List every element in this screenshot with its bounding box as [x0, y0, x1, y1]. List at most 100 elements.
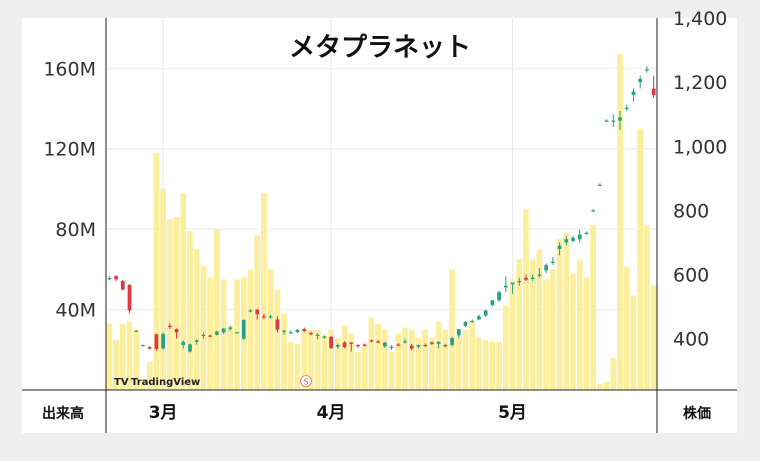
candle [645, 66, 649, 73]
volume-bar [220, 279, 227, 390]
right-tick-label: 1,200 [673, 72, 727, 94]
svg-text:S: S [303, 378, 308, 387]
candle [302, 327, 307, 333]
volume-bar [361, 345, 368, 390]
candle [598, 183, 602, 187]
candle [577, 229, 582, 243]
left-axis-label: 出来高 [42, 405, 84, 422]
candle [483, 309, 488, 317]
candle [557, 242, 562, 256]
candle [362, 343, 367, 347]
volume-bar [576, 259, 583, 390]
volume-bar [166, 219, 173, 390]
volume-bar [415, 337, 422, 390]
volume-bar [442, 329, 449, 390]
candle [584, 231, 589, 235]
volume-bar [603, 381, 610, 390]
volume-bar [234, 279, 240, 390]
candle [430, 341, 434, 346]
volume-bar [160, 188, 166, 390]
volume-bar [375, 323, 381, 390]
volume-bar [341, 325, 348, 390]
volume-bar [455, 337, 462, 390]
volume-bar [301, 329, 308, 390]
volume-bar [146, 361, 153, 390]
candle [537, 268, 542, 278]
volume-bar [623, 267, 630, 390]
volume-bar [617, 54, 623, 391]
dividend-marker-icon: S [300, 375, 312, 387]
right-tick-label: 600 [673, 265, 709, 287]
candle [215, 330, 219, 336]
candle [396, 343, 401, 347]
candle [651, 75, 656, 99]
volume-bar [314, 329, 321, 390]
candle [342, 341, 347, 349]
candle [188, 343, 192, 353]
volume-bar [590, 225, 597, 390]
candle [456, 329, 461, 339]
volume-bar [321, 335, 328, 390]
svg-text:TV: TV [114, 377, 129, 388]
candle [141, 344, 145, 347]
volume-bar [133, 329, 140, 390]
right-axis-label: 株価 [683, 405, 711, 422]
candle [322, 335, 327, 339]
volume-bar [502, 305, 509, 390]
volume-bar [214, 229, 220, 390]
candle [550, 256, 555, 265]
candle [241, 319, 246, 340]
candle [638, 75, 643, 89]
axes: 40M 80M 120M 160M 400 600 800 1,000 1,200 1,400 3月… [22, 8, 737, 433]
candle [315, 332, 320, 340]
candle [497, 290, 501, 302]
volume-bar [281, 313, 287, 390]
candle [530, 274, 535, 281]
volume-bar [570, 273, 576, 390]
left-tick-label: 120M [43, 139, 96, 161]
month-tick-label: 4月 [317, 403, 346, 423]
volume-bar [482, 339, 489, 390]
right-tick-label: 1,000 [673, 136, 727, 158]
volume-bar [187, 231, 193, 390]
tradingview-logo-icon: TV [114, 377, 129, 388]
volume-bar [180, 192, 187, 390]
volume-bar [106, 323, 113, 390]
candle [201, 332, 206, 339]
candle [503, 276, 508, 293]
candle [275, 316, 280, 333]
volume-bar [429, 337, 435, 390]
candle [591, 209, 596, 212]
volume-bar [274, 289, 281, 390]
candle [450, 336, 454, 347]
candle [356, 343, 360, 348]
candle [564, 236, 569, 246]
volume-bar [334, 337, 341, 390]
volume-bar [207, 277, 214, 390]
volume-bar [200, 265, 207, 390]
volume-bar [523, 209, 529, 390]
candle [463, 321, 468, 328]
volume-bar [382, 329, 388, 390]
volume-bar [408, 329, 415, 390]
volume-bar [287, 341, 294, 390]
volume-bar [402, 327, 408, 390]
volume-bar [516, 259, 523, 390]
volume-bar [597, 383, 603, 390]
chart-title: メタプラネット [289, 33, 471, 63]
volume-bar [650, 285, 657, 390]
volume-bar [549, 269, 556, 390]
candle [436, 341, 441, 349]
left-tick-label: 40M [55, 300, 96, 322]
candle [295, 329, 300, 333]
candle [329, 336, 333, 349]
candle [235, 331, 239, 334]
candle [120, 280, 125, 291]
candle [154, 333, 159, 351]
volume-bar [449, 269, 455, 390]
candle [161, 332, 165, 350]
candle [268, 314, 273, 319]
candle [114, 275, 118, 281]
